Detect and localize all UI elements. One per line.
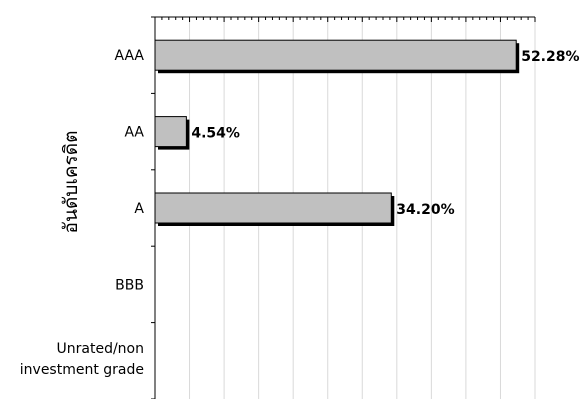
data-label: 34.20% [396,202,454,218]
category-label: Unrated/non [57,341,144,357]
category-label: AA [124,125,144,141]
bar [154,116,187,148]
category-label: A [134,201,144,217]
y-axis-title: อันดับเครดิต [60,131,82,234]
category-label: investment grade [20,362,144,378]
data-label: 4.54% [191,126,240,142]
bar [154,192,392,224]
category-label: BBB [115,277,144,293]
category-label: AAA [114,48,144,64]
bar [154,39,517,71]
data-label: 52.28% [521,49,579,65]
